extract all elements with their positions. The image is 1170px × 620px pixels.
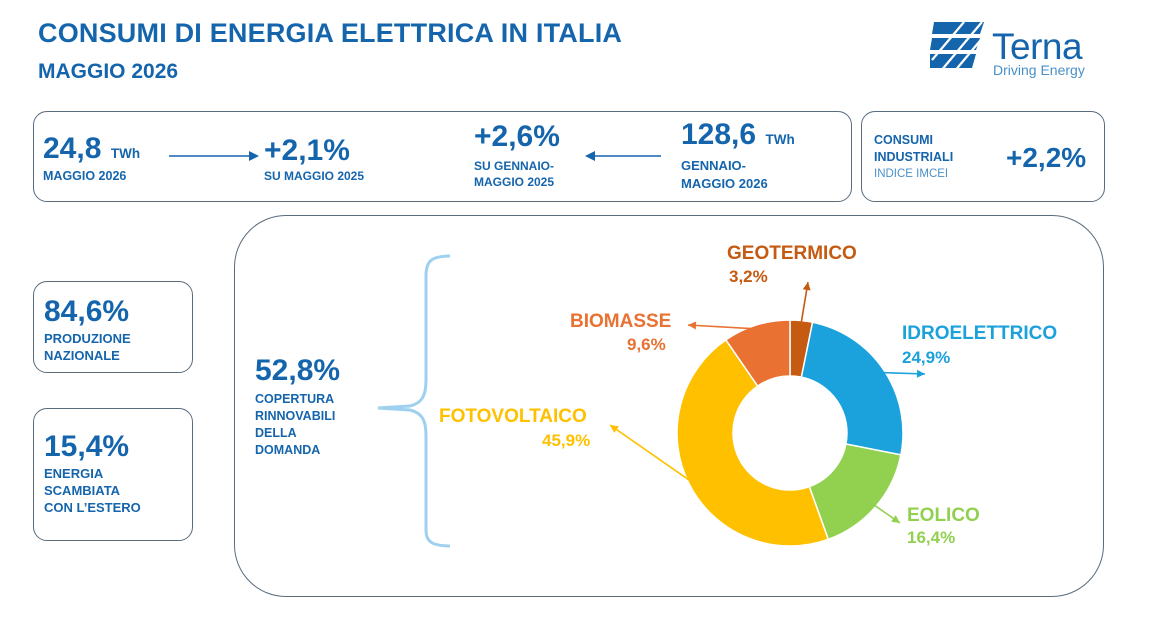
label-eolico: EOLICO [907, 505, 980, 526]
national-label-1: PRODUZIONE [44, 331, 131, 346]
arrow-right-icon [169, 151, 259, 161]
pct-geotermico: 3,2% [729, 267, 768, 286]
abroad-label-1: ENERGIA [44, 466, 104, 481]
industrial-label-2: INDUSTRIALI [874, 150, 954, 164]
renewables-label-2: RINNOVABILI [255, 409, 336, 423]
page-subtitle: MAGGIO 2026 [38, 60, 179, 83]
ytd-value: 128,6 [681, 118, 757, 151]
pct-biomasse: 9,6% [627, 335, 666, 354]
logo-name: Terna [992, 26, 1083, 67]
industrial-value: +2,2% [1006, 142, 1087, 173]
may-value: 24,8 [43, 132, 102, 165]
abroad-exchange-card: 15,4% ENERGIA SCAMBIATA CON L’ESTERO [33, 408, 193, 541]
ytd-unit: TWh [765, 132, 795, 147]
may-consumption: 24,8 TWh [43, 132, 140, 166]
may-unit: TWh [110, 146, 141, 161]
national-value: 84,6% [44, 295, 130, 328]
abroad-value: 15,4% [44, 430, 130, 463]
industrial-index: INDICE IMCEI [874, 168, 949, 180]
terna-logo: Terna Driving Energy [930, 20, 1110, 80]
renewables-panel [234, 215, 1104, 597]
kpi-bar: 24,8 TWh MAGGIO 2026 +2,1% SU MAGGIO 202… [33, 111, 852, 202]
page-title: CONSUMI DI ENERGIA ELETTRICA IN ITALIA [38, 18, 623, 48]
curly-brace [377, 254, 450, 548]
label-idroelettrico: IDROELETTRICO [902, 323, 1058, 344]
ytd-consumption: 128,6 TWh [681, 118, 795, 152]
may-change-label: SU MAGGIO 2025 [264, 169, 365, 183]
ytd-label-1: GENNAIO- [681, 158, 746, 173]
ytd-label-2: MAGGIO 2026 [681, 176, 768, 191]
renewables-label-1: COPERTURA [255, 392, 335, 406]
label-geotermico: GEOTERMICO [727, 243, 857, 264]
renewables-value: 52,8% [255, 354, 341, 387]
label-biomasse: BIOMASSE [570, 311, 672, 332]
ytd-change-label-1: SU GENNAIO- [474, 159, 555, 173]
national-label-2: NAZIONALE [44, 348, 120, 363]
ytd-change-label-2: MAGGIO 2025 [474, 175, 555, 189]
industrial-label-1: CONSUMI [874, 133, 934, 147]
terna-logo-icon [930, 21, 985, 73]
industrial-box: CONSUMI INDUSTRIALI INDICE IMCEI +2,2% [861, 111, 1105, 202]
may-label: MAGGIO 2026 [43, 169, 127, 183]
pct-idroelettrico: 24,9% [902, 348, 951, 367]
renewables-label-4: DOMANDA [255, 443, 321, 457]
national-production-card: 84,6% PRODUZIONE NAZIONALE [33, 281, 193, 373]
pct-eolico: 16,4% [907, 528, 956, 547]
ytd-change: +2,6% [474, 120, 560, 153]
logo-tagline: Driving Energy [993, 62, 1085, 78]
abroad-label-2: SCAMBIATA [44, 483, 121, 498]
may-change: +2,1% [264, 134, 350, 167]
pct-fotovoltaico: 45,9% [542, 431, 591, 450]
renewables-label-3: DELLA [255, 426, 297, 440]
arrow-left-icon [585, 151, 661, 161]
abroad-label-3: CON L’ESTERO [44, 500, 141, 515]
label-fotovoltaico: FOTOVOLTAICO [439, 406, 587, 427]
